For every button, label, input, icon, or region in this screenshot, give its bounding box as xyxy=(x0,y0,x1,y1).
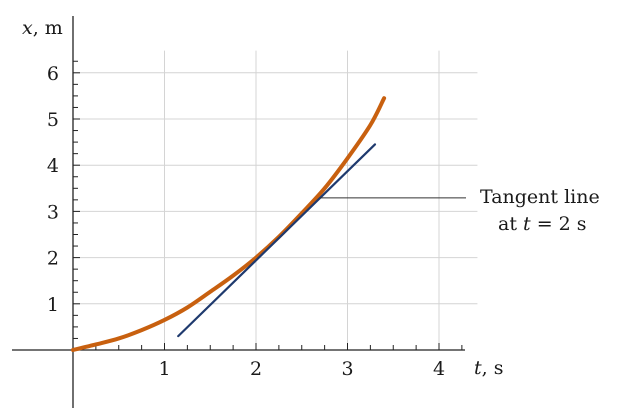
y-tick-label-2: 2 xyxy=(47,248,59,270)
y-tick-label-5: 5 xyxy=(47,109,59,131)
annotation-line-1: Tangent line xyxy=(480,186,600,208)
position-curve xyxy=(71,96,387,352)
y-tick-label-4: 4 xyxy=(47,155,59,177)
x-tick-label-1: 1 xyxy=(158,358,170,380)
tick-labels: 1 2 3 4 1 2 3 4 5 6 xyxy=(47,63,445,380)
grid xyxy=(73,50,478,350)
y-axis-label: x, m xyxy=(22,17,63,39)
x-tick-label-3: 3 xyxy=(341,358,353,380)
y-tick-label-3: 3 xyxy=(47,201,59,223)
minor-ticks xyxy=(73,60,463,350)
x-axis-label: t, s xyxy=(474,357,503,379)
x-tick-label-4: 4 xyxy=(433,358,445,380)
tangent-line xyxy=(177,143,377,338)
annotation-line-2: at t = 2 s xyxy=(498,213,587,235)
y-tick-label-6: 6 xyxy=(47,63,59,85)
y-tick-label-1: 1 xyxy=(47,294,59,316)
x-tick-label-2: 2 xyxy=(250,358,262,380)
series-group xyxy=(71,96,387,352)
